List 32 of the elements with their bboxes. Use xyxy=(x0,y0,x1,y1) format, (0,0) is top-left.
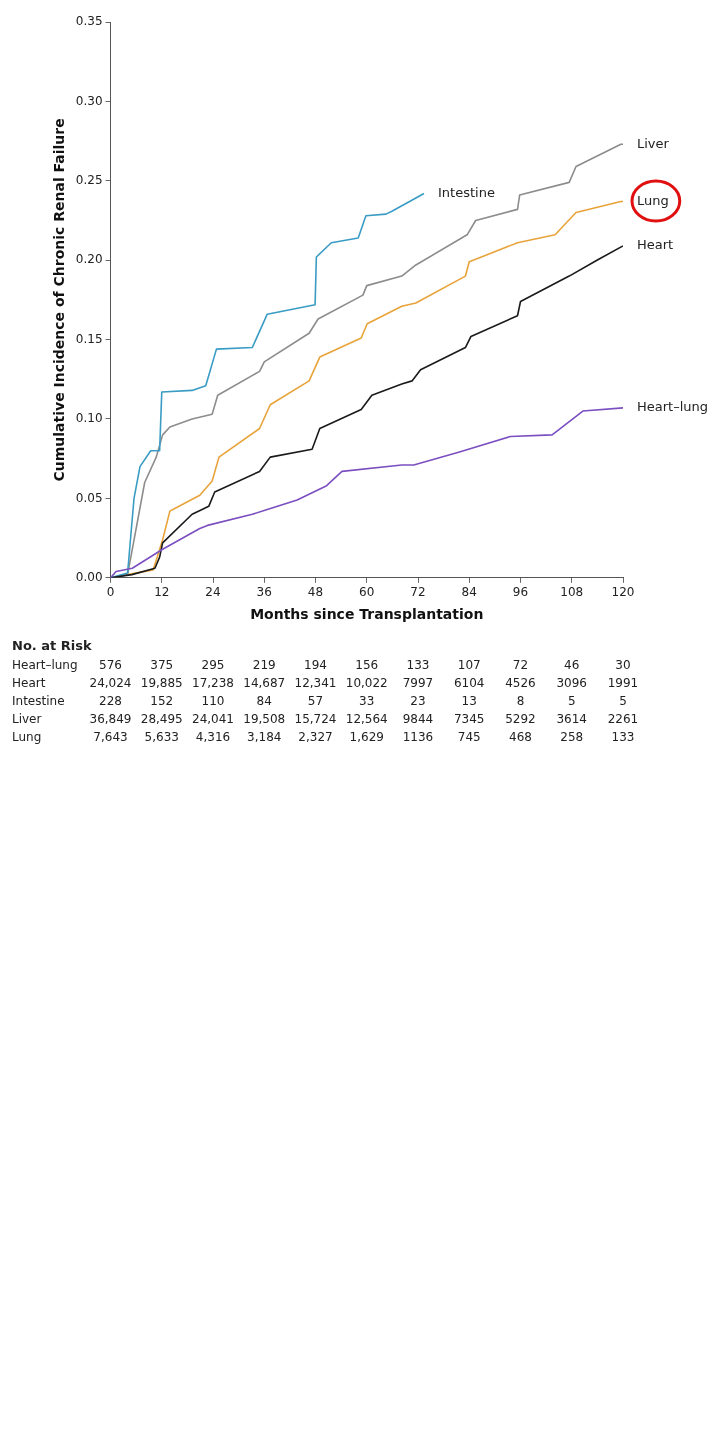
y-tick-label: 0.05 xyxy=(75,490,103,505)
y-tick-label: 0.20 xyxy=(75,252,103,267)
x-tick-label: 72 xyxy=(410,585,426,600)
x-tick-label: 96 xyxy=(512,585,529,600)
x-tick-label: 120 xyxy=(611,585,635,600)
series-label: Lung xyxy=(637,192,669,208)
series-label: Intestine xyxy=(437,184,495,200)
x-tick-label: 24 xyxy=(205,585,221,600)
x-tick-label: 108 xyxy=(560,585,584,600)
x-tick-label: 36 xyxy=(256,585,272,600)
text: Intestine 228 152 110 84 57 33 23 13 8 5 5 xyxy=(12,694,627,708)
y-tick-label: 0.25 xyxy=(75,172,103,187)
x-tick-label: 48 xyxy=(307,585,324,600)
y-tick-label: 0.35 xyxy=(75,14,103,29)
text: Heart 24,024 19,885 17,238 14,687 12,341 10,022 7997 6104 4526 3096 1991 xyxy=(12,676,639,690)
x-tick-label: 0 xyxy=(106,585,115,600)
x-tick-label: 60 xyxy=(359,585,375,600)
text: Liver 36,849 28,495 24,041 19,508 15,724 12,564 9844 7345 5292 3614 2261 xyxy=(12,712,639,726)
y-tick-label: 0.30 xyxy=(75,93,103,108)
text: Heart–lung 576 375 295 219 194 156 133 107 72 46 30 xyxy=(12,658,631,672)
series-label: Heart–lung xyxy=(637,399,709,415)
text: No. at Risk xyxy=(12,638,92,653)
text: Lung 7,643 5,633 4,316 3,184 2,327 1,629 1136 745 468 258 133 xyxy=(12,730,635,744)
series-label: Heart xyxy=(637,237,674,253)
series-label: Liver xyxy=(637,135,670,151)
y-axis-title: Cumulative Incidence of Chronic Renal Failure xyxy=(51,118,68,482)
y-tick-label: 0.15 xyxy=(75,331,103,346)
x-axis-title: Months since Transplantation xyxy=(250,606,484,623)
x-tick-label: 84 xyxy=(461,585,477,600)
y-tick-label: 0.10 xyxy=(75,411,103,426)
y-tick-label: 0.00 xyxy=(75,569,103,584)
x-tick-label: 12 xyxy=(154,585,170,600)
